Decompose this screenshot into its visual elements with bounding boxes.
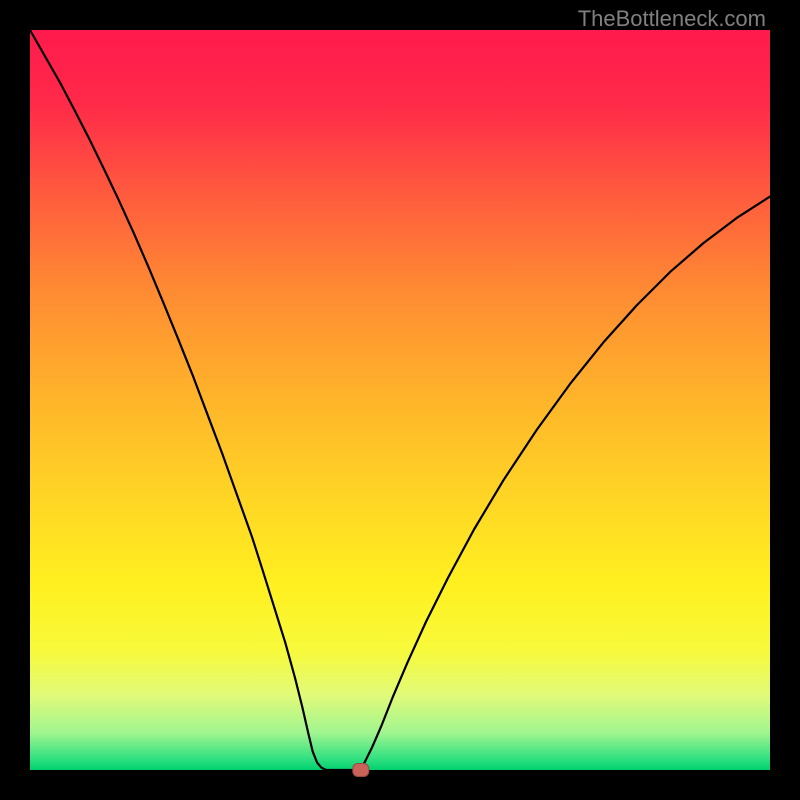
watermark-text: TheBottleneck.com — [578, 6, 766, 32]
chart-container: TheBottleneck.com — [0, 0, 800, 800]
plot-area — [30, 30, 770, 770]
